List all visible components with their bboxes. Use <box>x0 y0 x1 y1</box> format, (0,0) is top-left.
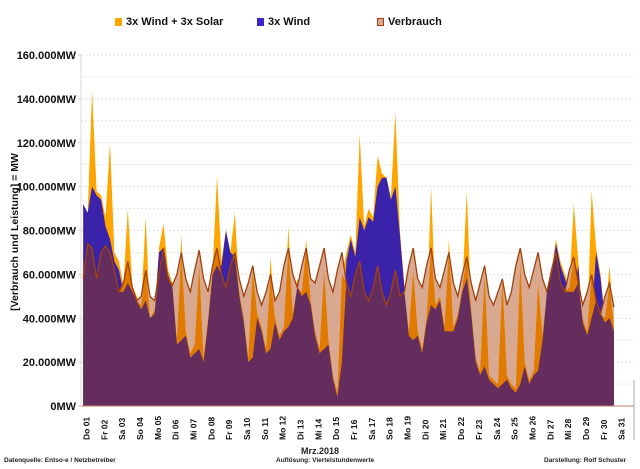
line-verbrauch <box>82 242 615 317</box>
x-tick-label: Fr 02 <box>99 419 109 440</box>
x-tick-label: Sa 17 <box>367 418 377 440</box>
legend-label-wind-solar: 3x Wind + 3x Solar <box>126 16 224 28</box>
legend: 3x Wind + 3x Solar 3x Wind Verbrauch <box>0 16 640 32</box>
x-tick-label: Mo 12 <box>278 416 288 440</box>
x-tick-label: Sa 03 <box>117 418 127 440</box>
x-tick-label: Di 20 <box>420 419 430 440</box>
legend-item-wind-solar[interactable]: 3x Wind + 3x Solar <box>115 16 223 28</box>
y-tick-label: 0MW <box>50 401 76 413</box>
legend-item-wind[interactable]: 3x Wind <box>257 16 310 28</box>
legend-label-wind: 3x Wind <box>268 16 311 28</box>
x-tick-label: Mi 14 <box>313 418 323 440</box>
legend-swatch-verbrauch <box>377 18 384 26</box>
x-tick-label: Do 29 <box>581 417 591 440</box>
x-tick-label: So 25 <box>510 417 520 440</box>
x-tick-label: Fr 30 <box>599 419 609 440</box>
x-tick-labels: Do 01 Fr 02 Sa 03 So 04 Mo 05 Di 06 Mi 07 Do 08… <box>81 416 626 440</box>
y-tick-label: 100.000MW <box>17 182 77 194</box>
legend-item-verbrauch[interactable]: Verbrauch <box>377 16 442 28</box>
x-tick-label: Mo 26 <box>527 416 537 440</box>
x-tick-label: Do 22 <box>456 417 466 440</box>
x-axis-title: Mrz.2018 <box>300 446 340 456</box>
x-tick-label: Do 08 <box>206 417 216 440</box>
x-tick-label: Mi 07 <box>188 418 198 440</box>
x-tick-label: Sa 24 <box>492 418 502 440</box>
y-tick-labels: 0MW 20.000MW 40.000MW 60.000MW 80.000MW 100.0… <box>17 50 81 413</box>
area-wind-under-load <box>83 243 614 406</box>
legend-label-verbrauch: Verbrauch <box>388 16 442 28</box>
x-tick-label: Fr 09 <box>224 419 234 440</box>
y-tick-label: 80.000MW <box>23 226 77 238</box>
area-solar-under-load <box>83 243 614 398</box>
x-tick-label: Di 27 <box>545 419 555 440</box>
y-tick-label: 20.000MW <box>23 357 77 369</box>
x-tick-label: Do 01 <box>81 417 91 440</box>
y-tick-label: 120.000MW <box>17 138 77 150</box>
x-tick-label: Do 15 <box>331 417 341 440</box>
y-tick-label: 140.000MW <box>17 94 77 106</box>
x-tick-label: Mo 19 <box>403 416 413 440</box>
x-tick-label: Di 13 <box>296 419 306 440</box>
x-tick-label: Fr 16 <box>349 419 359 440</box>
x-tick-label: Mo 05 <box>153 416 163 440</box>
x-tick-label: Sa 10 <box>242 418 252 440</box>
x-tick-label: Mi 28 <box>563 418 573 440</box>
y-tick-label: 60.000MW <box>23 269 77 281</box>
area-series <box>82 90 615 406</box>
y-tick-label: 160.000MW <box>17 50 77 62</box>
x-tick-label: Di 06 <box>171 419 181 440</box>
footer-author: Darstellung: Rolf Schuster <box>544 457 626 464</box>
x-tick-label: Sa 31 <box>617 418 627 440</box>
footer-resolution: Auflösung: Viertelstundenwerte <box>276 457 375 464</box>
footer-source: Datenquelle: Entso-e / Netzbetreiber <box>4 457 116 464</box>
legend-swatch-wind-solar <box>115 18 122 26</box>
x-tick-label: Fr 23 <box>474 419 484 440</box>
x-tick-label: So 04 <box>135 417 145 440</box>
legend-swatch-wind <box>257 18 264 26</box>
x-tick-label: So 11 <box>260 418 270 440</box>
x-tick-label: So 18 <box>385 417 395 440</box>
x-tick-label: Mi 21 <box>438 418 448 440</box>
y-tick-label: 40.000MW <box>23 313 77 325</box>
